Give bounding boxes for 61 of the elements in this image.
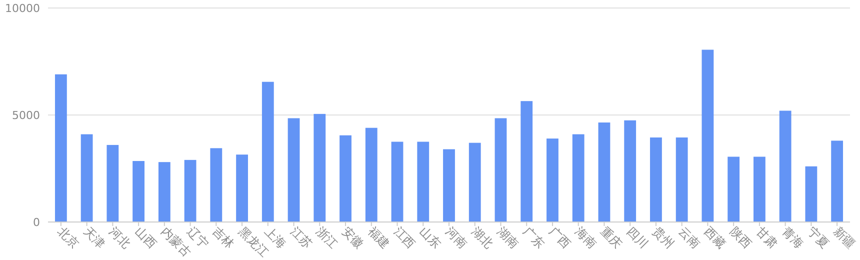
bar [754,156,766,222]
bar [132,161,144,222]
x-tick-label: 西藏 [702,224,728,252]
x-tick-label: 云南 [676,224,703,252]
bar [831,140,844,222]
x-tick-label: 吉林 [210,224,237,252]
x-tick-label: 海南 [572,224,600,252]
y-tick-label: 10000 [5,2,40,15]
bar [805,166,818,222]
bar [106,144,119,222]
x-tick-label: 青海 [779,224,806,252]
bar [391,142,404,222]
bar [520,101,533,222]
x-tick-label: 新疆 [830,224,858,252]
bar [158,162,170,222]
bar [598,122,610,222]
bar [702,50,714,222]
x-tick-label: 浙江 [314,224,340,252]
x-tick-label: 重庆 [598,224,625,252]
bar [80,134,93,222]
bar [417,142,430,222]
bar [468,142,481,222]
x-tick-label: 山西 [132,224,160,252]
y-tick-label: 5000 [12,109,40,122]
x-tick-label: 湖南 [494,224,522,252]
x-tick-label: 贵州 [650,224,677,252]
x-tick-label: 河南 [442,224,470,252]
x-tick-label: 湖北 [468,224,496,252]
x-tick-label: 北京 [54,224,82,252]
bar [365,128,378,222]
bar [546,138,558,222]
bar [210,148,222,222]
x-tick-label: 江西 [391,224,418,252]
x-tick-label: 河北 [106,224,134,252]
bar [728,156,740,222]
x-tick-label: 江苏 [288,224,315,252]
y-tick-label: 0 [33,216,40,229]
bar [572,134,584,222]
bar [443,149,455,222]
bar [676,137,688,222]
x-tick-label: 福建 [365,224,392,252]
x-tick-label: 广西 [546,224,574,252]
bar [779,110,792,222]
x-tick-label: 陕西 [727,224,754,252]
bar [262,82,274,222]
x-tick-label: 天津 [80,224,108,252]
bar [624,120,636,222]
bar [184,160,196,222]
bar [314,114,326,222]
x-tick-label: 宁夏 [805,224,832,252]
x-tick-label: 甘肃 [753,224,780,252]
bar [340,135,352,222]
bar [494,118,507,222]
x-tick-label: 安徽 [339,224,366,252]
bar [54,74,67,222]
bar [288,118,300,222]
bar [236,154,248,222]
bar [650,137,662,222]
x-tick-label: 广东 [520,224,548,252]
x-tick-label: 山东 [417,224,444,252]
x-tick-label: 四川 [624,224,651,252]
